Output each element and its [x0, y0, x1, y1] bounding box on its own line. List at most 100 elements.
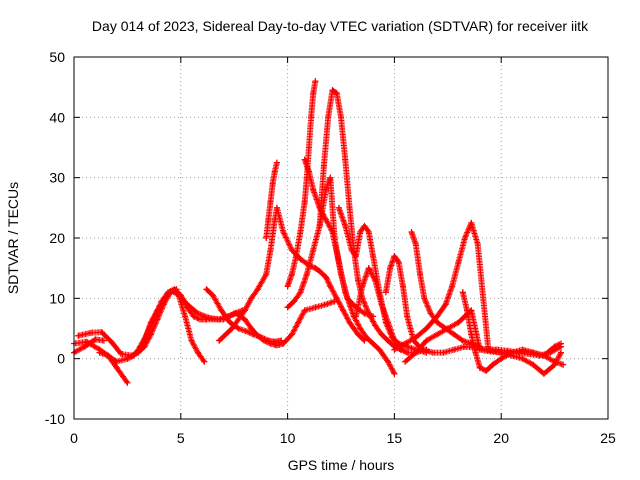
data-point [96, 349, 103, 356]
data-point [391, 346, 398, 353]
data-point [391, 253, 398, 260]
data-point [323, 274, 330, 281]
data-point [340, 307, 347, 314]
data-point [352, 253, 359, 260]
y-tick-label: 30 [49, 170, 65, 186]
data-point [265, 216, 272, 223]
data-point [558, 349, 565, 356]
data-point [323, 216, 330, 223]
data-point [476, 364, 483, 371]
data-point [530, 349, 537, 356]
data-point [218, 307, 225, 314]
data-point [305, 144, 312, 151]
data-point [376, 346, 383, 353]
data-point [348, 247, 355, 254]
data-point [370, 253, 377, 260]
x-tick-label: 10 [280, 430, 296, 446]
data-point [124, 355, 131, 362]
data-point [216, 316, 223, 323]
data-point [284, 304, 291, 311]
data-point [474, 241, 481, 248]
data-point [316, 222, 323, 229]
data-point [169, 288, 176, 295]
data-point [190, 313, 197, 320]
data-point [184, 301, 191, 308]
data-point [310, 247, 317, 254]
data-point [540, 352, 547, 359]
data-point [412, 349, 419, 356]
data-point [173, 289, 180, 296]
data-point [205, 314, 212, 321]
data-point [201, 358, 208, 365]
data-point [216, 337, 223, 344]
data-point [265, 337, 272, 344]
data-point [130, 352, 137, 359]
data-point [154, 307, 161, 314]
data-point [451, 346, 458, 353]
data-point [423, 337, 430, 344]
data-point [342, 289, 349, 296]
data-point [346, 319, 353, 326]
data-point [203, 286, 210, 293]
data-point [346, 204, 353, 211]
data-point [461, 235, 468, 241]
y-tick-label: 50 [49, 49, 65, 65]
data-point [301, 198, 308, 205]
data-point [263, 235, 270, 241]
data-point [164, 292, 171, 299]
data-point [329, 228, 336, 235]
data-point [468, 219, 475, 226]
data-point [468, 331, 475, 338]
data-point [355, 331, 362, 338]
data-point [327, 174, 334, 181]
data-point [551, 358, 558, 365]
series-track-7 [203, 286, 285, 345]
data-point [273, 204, 280, 211]
data-point [560, 361, 567, 368]
data-point [335, 259, 342, 266]
data-point [399, 283, 406, 290]
data-point [412, 241, 419, 248]
data-point [197, 316, 204, 323]
data-point [194, 310, 201, 317]
data-point [325, 114, 332, 121]
data-point [278, 337, 285, 344]
data-point [323, 301, 330, 308]
data-point [423, 325, 430, 332]
data-point [459, 337, 466, 344]
data-point [404, 313, 411, 320]
data-point [117, 350, 124, 357]
data-point [442, 301, 449, 308]
data-point [402, 340, 409, 347]
data-point [384, 358, 391, 365]
y-tick-label: 20 [49, 230, 65, 246]
data-point [498, 349, 505, 356]
data-point [241, 307, 248, 314]
data-point [365, 265, 372, 272]
y-axis-label: SDTVAR / TECUs [5, 182, 21, 294]
data-point [455, 259, 462, 266]
data-point [113, 364, 120, 371]
data-point [372, 322, 379, 329]
data-point [88, 329, 95, 336]
data-point [365, 310, 372, 317]
data-point [333, 90, 340, 97]
data-point [135, 349, 142, 356]
data-point [355, 277, 362, 284]
data-point [434, 319, 441, 326]
y-tick-label: -10 [45, 411, 65, 427]
series-track-9 [263, 159, 280, 241]
data-point [295, 319, 302, 326]
data-point [378, 301, 385, 308]
data-point [361, 222, 368, 229]
data-point [113, 358, 120, 365]
data-point [244, 328, 251, 335]
data-point [461, 343, 468, 350]
data-point [235, 325, 242, 332]
data-point [327, 283, 334, 290]
data-point [519, 355, 526, 362]
data-point [434, 313, 441, 320]
x-tick-label: 5 [177, 430, 185, 446]
data-point [335, 204, 342, 211]
x-tick-label: 15 [387, 430, 403, 446]
